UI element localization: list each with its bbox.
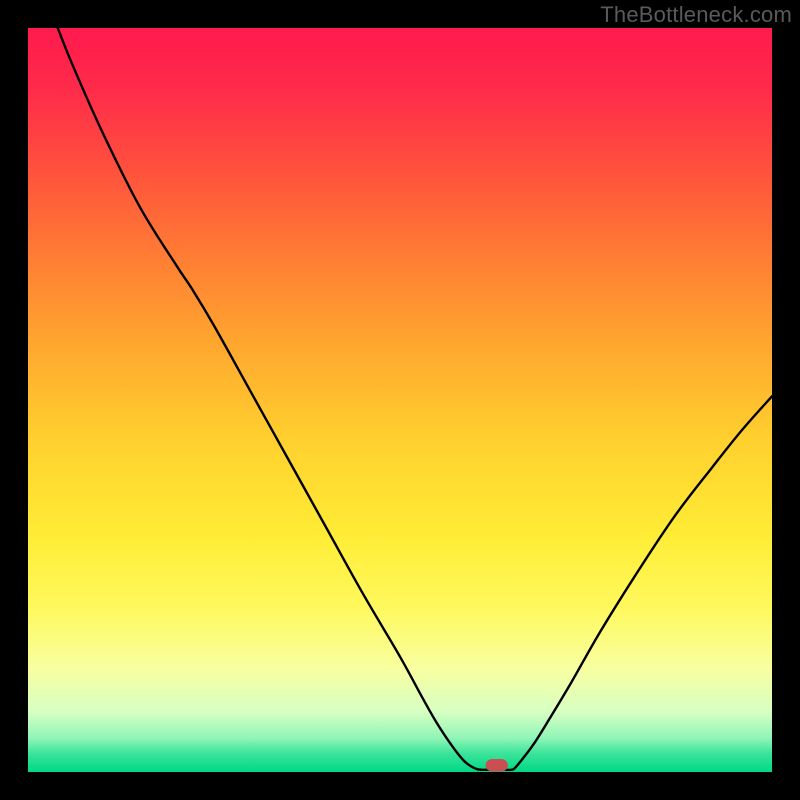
chart-frame: TheBottleneck.com (0, 0, 800, 800)
bottleneck-curve (28, 28, 772, 772)
optimal-marker (486, 759, 508, 772)
curve-path (58, 28, 772, 770)
plot-area (28, 28, 772, 772)
watermark-text: TheBottleneck.com (600, 2, 792, 28)
